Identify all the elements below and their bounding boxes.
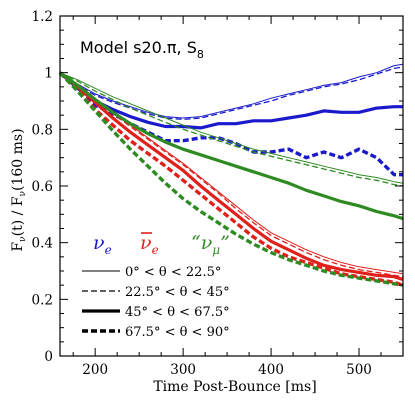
legend-angle-dashed: 22.5° < θ < 45° xyxy=(82,285,230,300)
y-axis-title: Fν(t) / Fν(160 ms) xyxy=(10,128,28,251)
svg-text:“νμ”: “νμ” xyxy=(191,232,230,257)
series-numu-thickdashed xyxy=(58,71,404,287)
legend-flavor-numu: “νμ” xyxy=(191,232,230,257)
svg-text:νe: νe xyxy=(93,232,112,257)
series-numu-thick xyxy=(59,71,404,221)
chart-title: Model s20.π, S8 xyxy=(80,38,204,61)
svg-text:22.5° < θ < 45°: 22.5° < θ < 45° xyxy=(125,285,230,300)
y-tick-label: 0.4 xyxy=(32,236,53,252)
svg-text:45° < θ < 67.5°: 45° < θ < 67.5° xyxy=(125,305,230,320)
legend-flavor-nuebar: νe xyxy=(140,232,159,257)
series-nue-thick xyxy=(58,71,403,130)
series-numu-dashed xyxy=(59,72,404,187)
x-tick-label: 300 xyxy=(170,362,196,378)
legend-angle-thin: 0° < θ < 22.5° xyxy=(82,265,221,280)
series-nuebar-dashed xyxy=(59,72,404,278)
series-numu-thin xyxy=(59,72,404,184)
series-nuebar-thick xyxy=(58,71,404,282)
legend-flavor-nue: νe xyxy=(93,232,112,257)
flavor-legend: νe νe “νμ” xyxy=(93,232,230,257)
svg-text:67.5° < θ < 90°: 67.5° < θ < 90° xyxy=(125,325,230,340)
svg-text:0° < θ < 22.5°: 0° < θ < 22.5° xyxy=(125,265,221,280)
svg-text:Model s20.π, S8: Model s20.π, S8 xyxy=(80,38,204,61)
svg-text:Fν(t) / Fν(160 ms): Fν(t) / Fν(160 ms) xyxy=(10,128,28,251)
ticks-layer: 200 300 400 500 0 0.2 0.4 0.6 0.8 1 1.2 xyxy=(32,9,404,378)
series-layer xyxy=(58,63,404,287)
y-tick-label: 1.2 xyxy=(32,9,53,25)
angle-legend: 0° < θ < 22.5° 22.5° < θ < 45° 45° < θ < 6… xyxy=(82,265,230,340)
legend-angle-thickdashed: 67.5° < θ < 90° xyxy=(82,325,230,340)
legend-angle-thick: 45° < θ < 67.5° xyxy=(82,305,230,320)
x-axis-title: Time Post-Bounce [ms] xyxy=(153,379,316,395)
y-tick-label: 0.6 xyxy=(32,179,53,195)
y-tick-label: 1 xyxy=(44,66,53,82)
y-tick-label: 0.2 xyxy=(32,292,53,308)
series-nue-dashed xyxy=(59,66,404,121)
y-tick-label: 0 xyxy=(44,349,53,365)
svg-text:νe: νe xyxy=(140,232,159,257)
plot-frame xyxy=(59,15,404,357)
x-tick-label: 400 xyxy=(258,362,284,378)
x-tick-label: 200 xyxy=(82,362,108,378)
y-tick-label: 0.8 xyxy=(32,122,53,138)
x-tick-label: 500 xyxy=(346,362,372,378)
